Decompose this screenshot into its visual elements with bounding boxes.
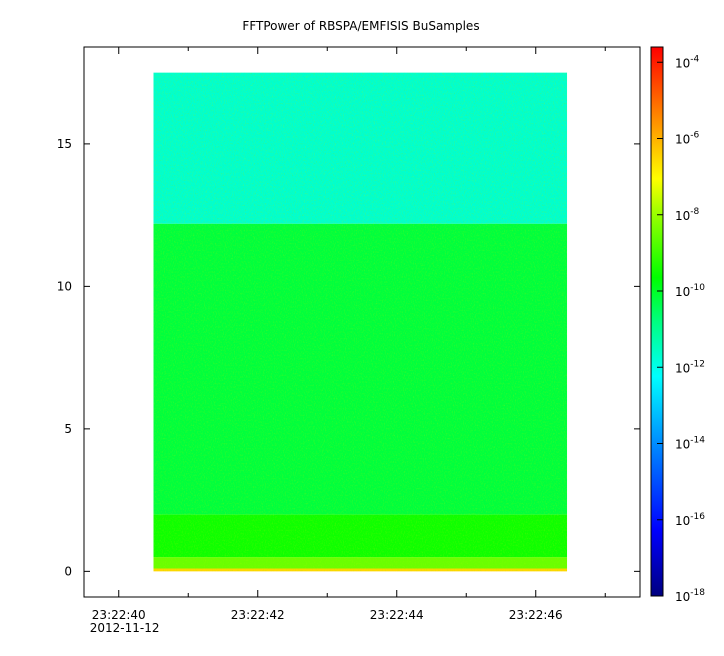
y-tick-label: 5 (64, 422, 72, 436)
x-tick-label: 23:22:46 (509, 608, 563, 622)
plot-frame (83, 46, 641, 598)
colorbar-axis: 10-4 10-6 10-8 10-10 10-12 10-14 10-16 10-18 (657, 54, 705, 604)
colorbar-tick-label: 10-14 (675, 436, 705, 452)
x-tick-label: 23:22:44 (370, 608, 424, 622)
colorbar-tick-label: 10-18 (675, 588, 705, 604)
x-date-label: 2012-11-12 (90, 621, 160, 635)
colorbar-tick-label: 10-10 (675, 283, 705, 299)
y-axis: 0 5 10 15 (57, 137, 640, 578)
colorbar-tick-label: 10-12 (675, 359, 705, 375)
x-tick-label: 23:22:40 (92, 608, 146, 622)
colorbar (650, 46, 664, 597)
y-tick-label: 0 (64, 564, 72, 578)
chart-title: FFTPower of RBSPA/EMFISIS BuSamples (242, 19, 479, 33)
colorbar-tick-label: 10-8 (675, 207, 700, 223)
colorbar-tick-label: 10-6 (675, 131, 700, 147)
colorbar-tick-label: 10-4 (675, 54, 700, 70)
y-tick-label: 15 (57, 137, 72, 151)
heatmap-texture (153, 72, 568, 572)
heatmap-layer (153, 72, 568, 572)
y-tick-label: 10 (57, 279, 72, 293)
x-tick-label: 23:22:42 (231, 608, 285, 622)
colorbar-tick-label: 10-16 (675, 512, 705, 528)
